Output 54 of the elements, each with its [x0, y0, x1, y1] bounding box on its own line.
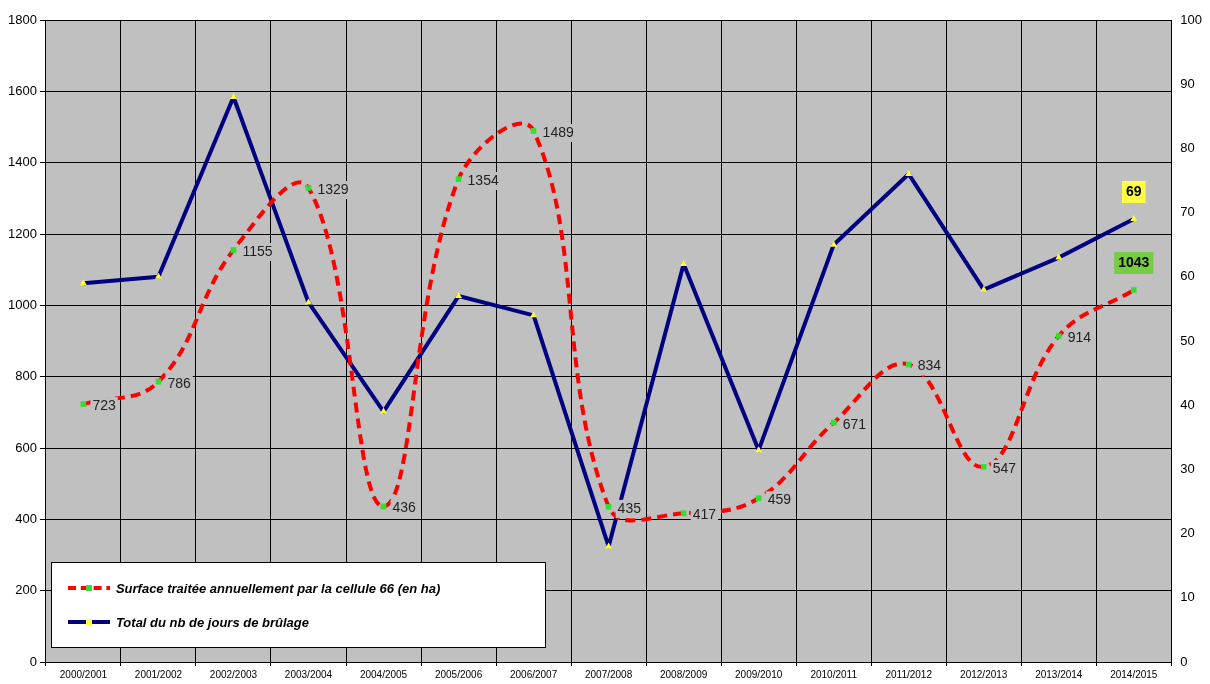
x-tick-label: 2000/2001	[59, 668, 108, 680]
data-label: 435	[617, 499, 642, 516]
x-tick-label: 2014/2015	[1110, 668, 1158, 680]
data-label: 69	[1126, 182, 1142, 199]
y-tick-label: 1000	[8, 296, 37, 312]
data-label: 786	[167, 374, 192, 391]
y2-tick-label: 70	[1180, 204, 1195, 220]
data-label: 1354	[467, 171, 499, 188]
y-tick-label: 600	[15, 439, 37, 455]
data-label: 1489	[542, 123, 574, 140]
data-label: 1329	[317, 180, 349, 197]
y2-tick-label: 10	[1180, 589, 1195, 605]
y2-tick-label: 60	[1180, 268, 1195, 284]
x-tick-label: 2004/2005	[359, 668, 408, 680]
data-label: 436	[392, 499, 417, 516]
y-tick-label: 400	[15, 510, 37, 526]
y-tick-label: 0	[29, 653, 37, 669]
y2-tick-label: 90	[1180, 75, 1195, 91]
data-label: 1155	[242, 242, 273, 259]
x-tick-label: 2007/2008	[584, 668, 633, 680]
y2-tick-label: 30	[1180, 460, 1195, 476]
y2-tick-label: 80	[1180, 139, 1195, 155]
legend-label: Total du nb de jours de brûlage	[115, 614, 309, 630]
x-tick-label: 2011/2012	[885, 668, 933, 680]
x-tick-label: 2006/2007	[509, 668, 558, 680]
y-tick-label: 200	[15, 582, 37, 598]
y-tick-label: 1800	[8, 11, 37, 27]
data-label: 547	[992, 459, 1017, 476]
x-tick-label: 2010/2011	[810, 668, 858, 680]
y2-tick-label: 50	[1180, 332, 1195, 348]
data-label: 914	[1067, 328, 1092, 345]
x-tick-label: 2012/2013	[960, 668, 1008, 680]
x-tick-label: 2008/2009	[660, 668, 708, 680]
legend-label: Surface traitée annuellement par la cellule 66 (en ha)	[115, 580, 441, 596]
data-label: 723	[92, 396, 117, 413]
data-label: 459	[767, 491, 792, 508]
y-tick-label: 1200	[8, 225, 37, 241]
y2-tick-label: 20	[1180, 525, 1195, 541]
x-tick-label: 2001/2002	[134, 668, 183, 680]
data-label: 671	[842, 415, 867, 432]
data-label: 1043	[1118, 253, 1150, 270]
x-tick-label: 2013/2014	[1035, 668, 1083, 680]
y-tick-label: 800	[15, 368, 37, 384]
data-label: 417	[692, 506, 717, 523]
x-tick-label: 2005/2006	[434, 668, 483, 680]
y-tick-label: 1400	[8, 154, 37, 170]
data-label: 834	[917, 357, 942, 374]
y2-tick-label: 100	[1180, 11, 1203, 27]
y2-tick-label: 0	[1180, 653, 1188, 669]
x-tick-label: 2003/2004	[284, 668, 333, 680]
x-tick-label: 2009/2010	[735, 668, 783, 680]
x-tick-label: 2002/2003	[209, 668, 258, 680]
y-tick-label: 1600	[8, 82, 37, 98]
y2-tick-label: 40	[1180, 396, 1195, 412]
